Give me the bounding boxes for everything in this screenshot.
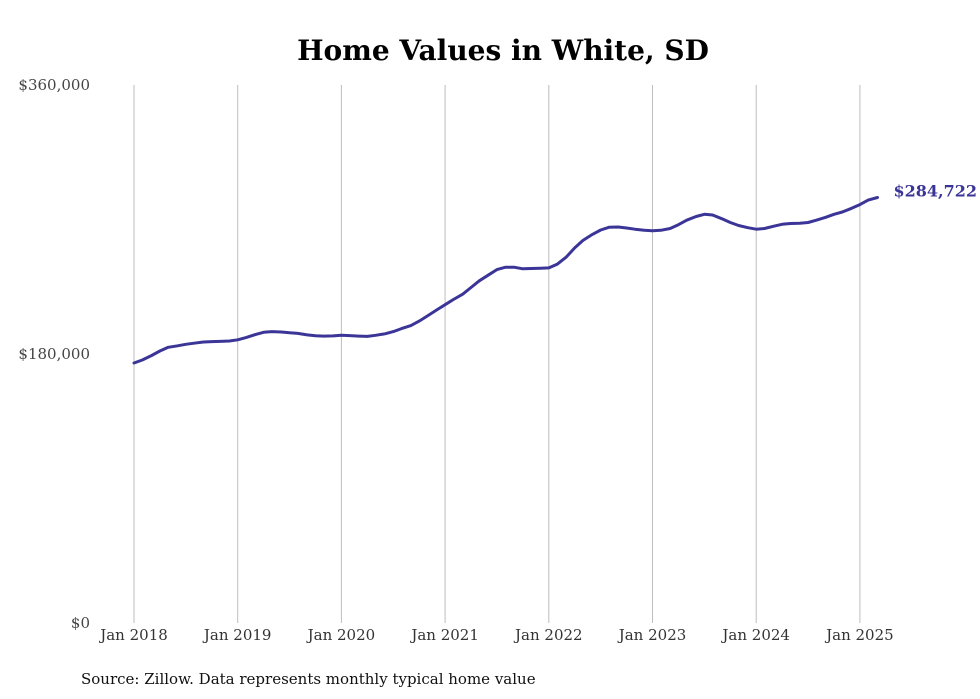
x-tick-label: Jan 2021	[409, 626, 479, 644]
vertical-grid	[133, 85, 861, 623]
x-axis-ticks: Jan 2018 Jan 2019 Jan 2020 Jan 2021 Jan 2022…	[98, 626, 893, 644]
x-tick-label: Jan 2018	[98, 626, 168, 644]
home-value-line	[132, 196, 879, 365]
y-tick-label: $360,000	[18, 76, 90, 94]
y-tick-label: $0	[71, 614, 90, 632]
x-tick-label: Jan 2022	[513, 626, 583, 644]
source-note: Source: Zillow. Data represents monthly …	[81, 670, 536, 688]
x-tick-label: Jan 2023	[617, 626, 687, 644]
x-tick-label: Jan 2019	[202, 626, 272, 644]
y-axis-ticks: $0 $180,000 $360,000	[18, 76, 90, 632]
y-tick-label: $180,000	[18, 345, 90, 363]
x-tick-label: Jan 2020	[306, 626, 376, 644]
x-tick-label: Jan 2024	[720, 626, 790, 644]
end-value-label: $284,722	[894, 181, 978, 200]
x-tick-label: Jan 2025	[824, 626, 894, 644]
chart-title: Home Values in White, SD	[297, 34, 709, 67]
